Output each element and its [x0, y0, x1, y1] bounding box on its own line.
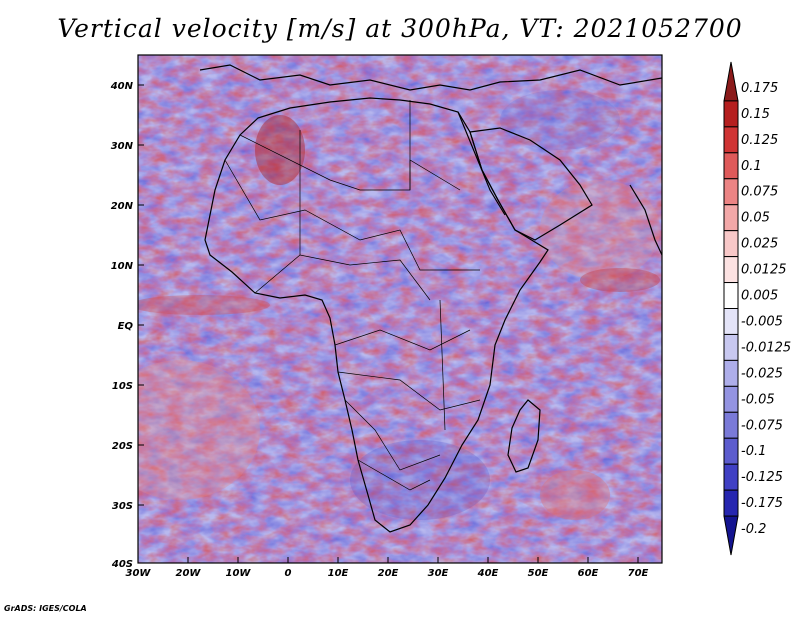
colorbar-label: 0.125: [741, 133, 778, 148]
colorbar-label: -0.005: [741, 314, 783, 329]
lat-tick-label: 20S: [112, 441, 133, 452]
lat-tick-label: 40N: [110, 81, 134, 92]
lat-tick-label: 10S: [112, 381, 133, 392]
lat-tick-label: 20N: [111, 201, 134, 212]
credit-text: GrADS: IGES/COLA: [4, 604, 87, 613]
lon-tick-label: 0: [285, 568, 292, 579]
colorbar-swatch: [723, 126, 739, 154]
colorbar-label: -0.0125: [741, 340, 791, 355]
colorbar-swatch: [723, 489, 739, 517]
lon-tick-label: 50E: [528, 568, 549, 579]
latitude-axis: 40N 30N 20N 10N EQ 10S 20S 30S 40S: [110, 81, 144, 570]
lat-tick-label: 30N: [111, 141, 134, 152]
colorbar-swatch: [723, 230, 739, 258]
colorbar-swatch: [723, 178, 739, 206]
colorbar-swatch: [723, 282, 739, 310]
colorbar-label: -0.175: [741, 496, 783, 511]
lon-tick-label: 10E: [328, 568, 349, 579]
country-borders: [224, 100, 481, 491]
velocity-field: [138, 55, 662, 563]
colorbar-label: -0.05: [741, 392, 775, 407]
colorbar-swatch: [723, 385, 739, 413]
colorbar-swatch: [723, 152, 739, 180]
colorbar-label: -0.125: [741, 470, 783, 485]
lat-tick-label: 30S: [112, 501, 133, 512]
colorbar-label: -0.025: [741, 366, 783, 381]
colorbar-swatch: [723, 359, 739, 387]
lat-tick-label: 10N: [111, 261, 134, 272]
colorbar-swatch: [723, 437, 739, 465]
colorbar-label: 0.1: [741, 159, 762, 174]
colorbar-swatch: [723, 333, 739, 361]
lon-tick-label: 20W: [176, 568, 202, 579]
colorbar-label: 0.005: [741, 289, 778, 304]
longitude-axis: 30W 20W 10W 0 10E 20E 30E 40E 50E 60E 70E: [126, 557, 649, 579]
colorbar-swatch: [723, 411, 739, 439]
lon-tick-label: 10W: [226, 568, 252, 579]
colorbar: 0.175 0.15 0.125 0.1 0.075 0.05 0.025 0.0125 0.0…: [723, 61, 791, 556]
lon-tick-label: 40E: [477, 568, 499, 579]
lon-tick-label: 70E: [628, 568, 649, 579]
lat-tick-label: EQ: [118, 321, 134, 332]
lon-tick-label: 60E: [578, 568, 599, 579]
lat-tick-label: 40S: [111, 559, 133, 570]
colorbar-swatch: [723, 515, 739, 556]
colorbar-swatch: [723, 61, 739, 102]
colorbar-swatch: [723, 308, 739, 335]
map-title: Vertical velocity [m/s] at 300hPa, VT: 2…: [57, 14, 743, 43]
lon-tick-label: 30E: [428, 568, 449, 579]
colorbar-swatch: [723, 256, 739, 284]
colorbar-swatch: [723, 204, 739, 232]
colorbar-label: 0.175: [741, 81, 778, 96]
plot-frame: [137, 54, 663, 564]
colorbar-label: 0.05: [741, 211, 770, 226]
lon-tick-label: 20E: [378, 568, 399, 579]
colorbar-label: -0.2: [741, 522, 766, 537]
colorbar-label: 0.0125: [741, 263, 787, 278]
colorbar-label: 0.025: [741, 237, 778, 252]
coastlines: [199, 64, 662, 533]
colorbar-label: 0.15: [741, 107, 770, 122]
colorbar-swatch: [723, 463, 739, 491]
colorbar-label: -0.1: [741, 444, 766, 459]
colorbar-label: -0.075: [741, 418, 783, 433]
colorbar-swatch: [723, 100, 739, 128]
lon-tick-label: 30W: [126, 568, 152, 579]
colorbar-label: 0.075: [741, 185, 778, 200]
